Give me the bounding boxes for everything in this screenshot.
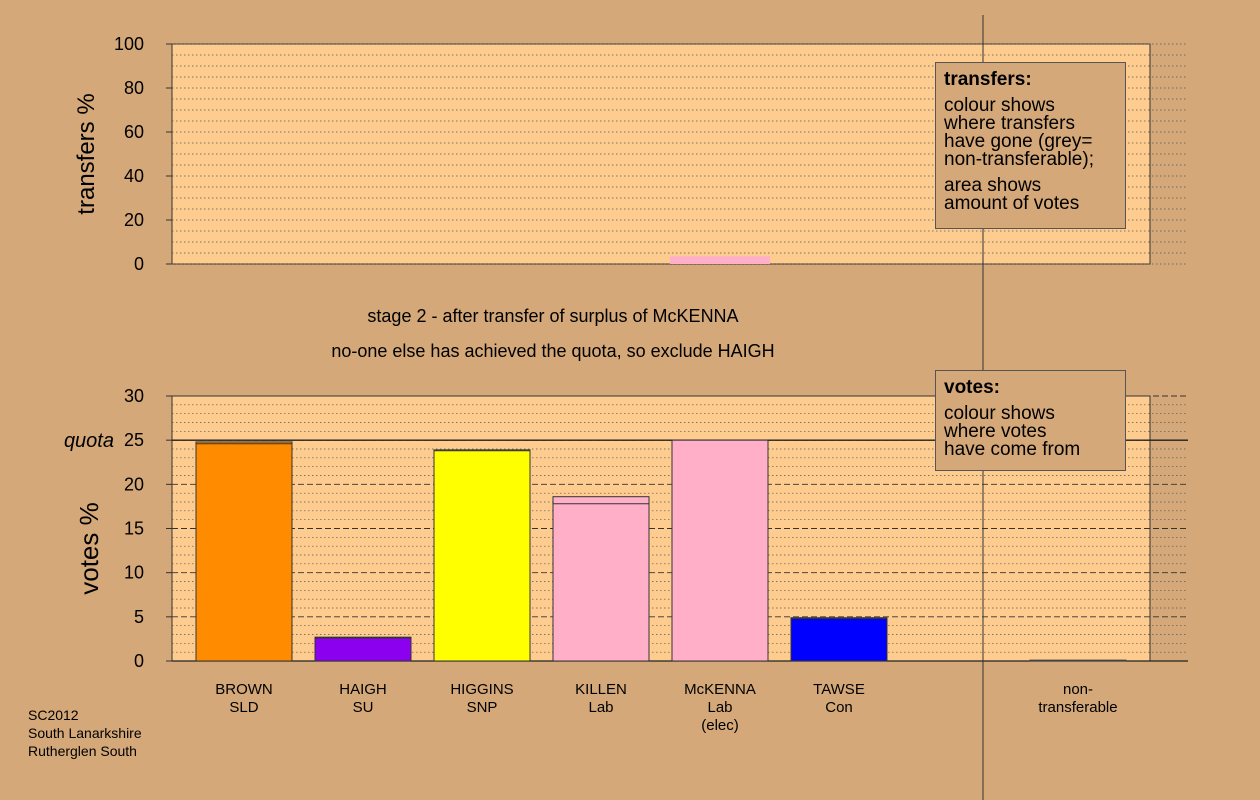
votes-tick-label: 25 xyxy=(124,430,144,450)
category-label: (elec) xyxy=(701,717,739,734)
transfers-legend-box: transfers: colour shows where transfers … xyxy=(935,62,1126,229)
vote-bar xyxy=(1029,659,1127,662)
transfer-bar xyxy=(670,256,770,264)
category-label: transferable xyxy=(1038,699,1117,716)
vote-bar xyxy=(314,636,412,662)
transfers-legend-title: transfers: xyxy=(944,69,1032,90)
caption-line: South Lanarkshire xyxy=(28,725,142,741)
category-label: McKENNA xyxy=(684,681,756,698)
category-label: BROWN xyxy=(215,681,273,698)
transfers-y-axis-label: transfers % xyxy=(73,93,100,214)
category-label: Lab xyxy=(707,699,732,716)
votes-legend-line: have come from xyxy=(944,439,1081,460)
votes-tick-label: 15 xyxy=(124,519,144,539)
transfers-tick-label: 60 xyxy=(124,122,144,142)
votes-legend-title: votes: xyxy=(944,377,1000,398)
vote-bar xyxy=(790,617,888,662)
transfers-tick-label: 20 xyxy=(124,210,144,230)
votes-legend-box: votes: colour shows where votes have com… xyxy=(935,370,1126,471)
votes-tick-label: 5 xyxy=(134,607,144,627)
caption: SC2012 South Lanarkshire Rutherglen Sout… xyxy=(28,706,142,760)
category-label: TAWSE xyxy=(813,681,865,698)
vote-bar xyxy=(195,441,293,662)
transfers-legend-line: area shows xyxy=(944,175,1042,196)
category-label: Lab xyxy=(588,699,613,716)
chart-title: stage 2 - after transfer of surplus of M… xyxy=(367,306,738,326)
votes-legend-line: colour shows xyxy=(944,403,1055,424)
category-label: HAIGH xyxy=(339,681,387,698)
votes-tick-label: 30 xyxy=(124,386,144,406)
category-label: SNP xyxy=(467,699,498,716)
category-label: Con xyxy=(825,699,853,716)
vote-bar xyxy=(671,439,769,662)
vote-bar xyxy=(552,496,650,662)
transfers-legend-line: amount of votes xyxy=(944,193,1080,214)
transfers-tick-label: 40 xyxy=(124,166,144,186)
vote-bar xyxy=(433,449,531,662)
caption-line: Rutherglen South xyxy=(28,743,137,759)
category-label: non- xyxy=(1063,681,1093,698)
votes-y-axis-label: votes % xyxy=(74,502,104,595)
votes-tick-label: 20 xyxy=(124,474,144,494)
votes-tick-label: 10 xyxy=(124,563,144,583)
chart-subtitle: no-one else has achieved the quota, so e… xyxy=(331,341,774,361)
category-label: SU xyxy=(353,699,374,716)
votes-legend-line: where votes xyxy=(944,421,1047,442)
transfers-legend-line: non-transferable); xyxy=(944,149,1094,170)
category-label: SLD xyxy=(229,699,258,716)
transfers-tick-label: 0 xyxy=(134,254,144,274)
quota-label: quota xyxy=(64,430,114,452)
transfers-legend-line: where transfers xyxy=(944,113,1075,134)
category-label: KILLEN xyxy=(575,681,627,698)
votes-tick-label: 0 xyxy=(134,651,144,671)
caption-line: SC2012 xyxy=(28,707,79,723)
transfers-legend-line: have gone (grey= xyxy=(944,131,1093,152)
transfers-tick-label: 80 xyxy=(124,78,144,98)
transfers-legend-line: colour shows xyxy=(944,95,1055,116)
transfers-tick-label: 100 xyxy=(114,34,144,54)
category-label: HIGGINS xyxy=(450,681,513,698)
